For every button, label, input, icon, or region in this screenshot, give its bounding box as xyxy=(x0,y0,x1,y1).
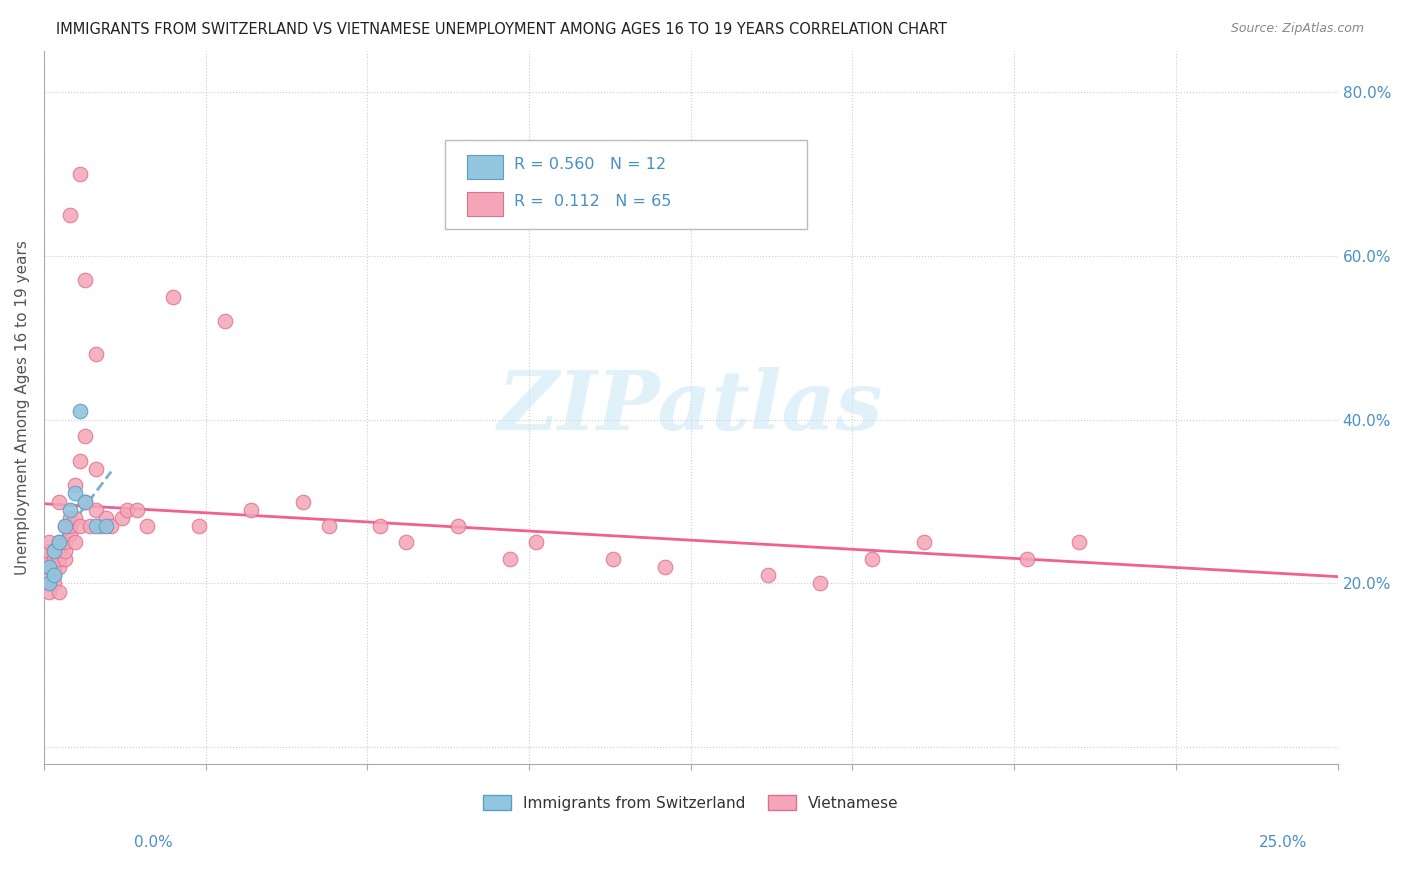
Point xyxy=(239,502,262,516)
Point xyxy=(59,527,82,541)
Point xyxy=(48,535,70,549)
Point xyxy=(318,519,340,533)
Point xyxy=(84,502,107,516)
Point xyxy=(75,494,97,508)
Y-axis label: Unemployment Among Ages 16 to 19 years: Unemployment Among Ages 16 to 19 years xyxy=(15,240,30,574)
Point xyxy=(125,502,148,516)
Point xyxy=(79,519,101,533)
Point xyxy=(48,494,70,508)
Point xyxy=(395,535,418,549)
Point xyxy=(48,543,70,558)
Point xyxy=(59,208,82,222)
Point xyxy=(214,314,236,328)
Point xyxy=(48,552,70,566)
Point xyxy=(75,429,97,443)
Point xyxy=(75,273,97,287)
Point xyxy=(115,502,138,516)
Point xyxy=(53,519,76,533)
Point xyxy=(44,576,66,591)
Point xyxy=(59,502,82,516)
Point xyxy=(38,576,60,591)
Point xyxy=(75,494,97,508)
Point xyxy=(69,167,91,181)
Point xyxy=(38,560,60,574)
Point xyxy=(654,560,676,574)
Point xyxy=(498,552,520,566)
Point xyxy=(69,404,91,418)
Point xyxy=(48,584,70,599)
FancyBboxPatch shape xyxy=(467,192,503,216)
Point xyxy=(63,511,86,525)
Point xyxy=(59,519,82,533)
Text: Source: ZipAtlas.com: Source: ZipAtlas.com xyxy=(1230,22,1364,36)
Point xyxy=(63,478,86,492)
Text: R = 0.560   N = 12: R = 0.560 N = 12 xyxy=(513,157,665,172)
Text: R =  0.112   N = 65: R = 0.112 N = 65 xyxy=(513,194,671,210)
Point xyxy=(63,535,86,549)
Point xyxy=(44,552,66,566)
Point xyxy=(38,584,60,599)
Point xyxy=(44,543,66,558)
Text: IMMIGRANTS FROM SWITZERLAND VS VIETNAMESE UNEMPLOYMENT AMONG AGES 16 TO 19 YEARS: IMMIGRANTS FROM SWITZERLAND VS VIETNAMES… xyxy=(56,22,948,37)
Point xyxy=(38,543,60,558)
Point xyxy=(53,543,76,558)
Point xyxy=(44,568,66,582)
Point xyxy=(38,560,60,574)
Point xyxy=(94,519,117,533)
Point xyxy=(63,486,86,500)
Text: ZIPatlas: ZIPatlas xyxy=(498,368,883,447)
Point xyxy=(1067,535,1090,549)
Point xyxy=(69,519,91,533)
Point xyxy=(69,453,91,467)
Point xyxy=(48,560,70,574)
Point xyxy=(100,519,122,533)
Point xyxy=(84,347,107,361)
Point xyxy=(291,494,314,508)
Point xyxy=(136,519,159,533)
Point xyxy=(48,535,70,549)
Point xyxy=(59,511,82,525)
Point xyxy=(84,461,107,475)
Point xyxy=(602,552,624,566)
Point xyxy=(44,560,66,574)
Point xyxy=(38,568,60,582)
Point xyxy=(90,519,112,533)
Point xyxy=(38,535,60,549)
Point xyxy=(758,568,780,582)
Point xyxy=(44,568,66,582)
Point xyxy=(110,511,132,525)
Point xyxy=(94,511,117,525)
Point xyxy=(912,535,935,549)
Point xyxy=(188,519,211,533)
Point xyxy=(162,289,184,303)
Point xyxy=(1017,552,1039,566)
Legend: Immigrants from Switzerland, Vietnamese: Immigrants from Switzerland, Vietnamese xyxy=(477,789,904,817)
Point xyxy=(38,576,60,591)
Point xyxy=(53,535,76,549)
Point xyxy=(524,535,547,549)
Point xyxy=(368,519,391,533)
Text: 0.0%: 0.0% xyxy=(134,836,173,850)
Point xyxy=(808,576,831,591)
Point xyxy=(53,519,76,533)
FancyBboxPatch shape xyxy=(444,140,807,229)
Point xyxy=(447,519,470,533)
Point xyxy=(84,519,107,533)
Point xyxy=(44,543,66,558)
Point xyxy=(860,552,883,566)
Point xyxy=(38,552,60,566)
Point xyxy=(53,552,76,566)
Text: 25.0%: 25.0% xyxy=(1260,836,1308,850)
FancyBboxPatch shape xyxy=(467,155,503,179)
